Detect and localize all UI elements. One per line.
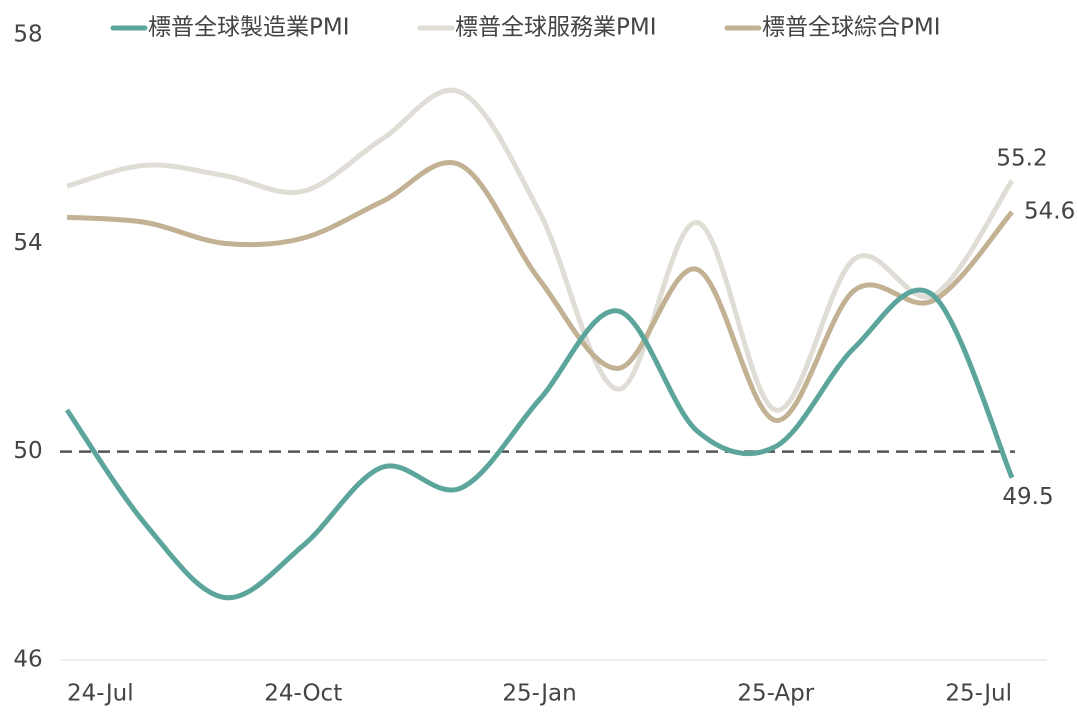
x-tick-label: 25-Apr [737, 681, 814, 707]
x-tick-label: 24-Jul [67, 681, 134, 707]
legend-label: 標普全球綜合PMI [762, 15, 941, 41]
value-label: 49.5 [1002, 484, 1053, 510]
x-tick-label: 25-Jan [502, 681, 576, 707]
series-line [66, 160, 1014, 423]
value-label: 54.6 [1024, 199, 1075, 225]
y-tick-label: 46 [13, 647, 42, 673]
value-label: 55.2 [996, 145, 1047, 171]
legend-label: 標普全球服務業PMI [455, 15, 657, 41]
y-tick-label: 58 [13, 22, 42, 48]
y-tick-label: 50 [13, 438, 42, 464]
y-tick-label: 54 [13, 230, 42, 256]
series-line [66, 87, 1015, 413]
x-tick-label: 25-Jul [945, 681, 1012, 707]
series-line [64, 287, 1015, 601]
x-tick-label: 24-Oct [264, 681, 342, 707]
legend-label: 標普全球製造業PMI [148, 15, 350, 41]
